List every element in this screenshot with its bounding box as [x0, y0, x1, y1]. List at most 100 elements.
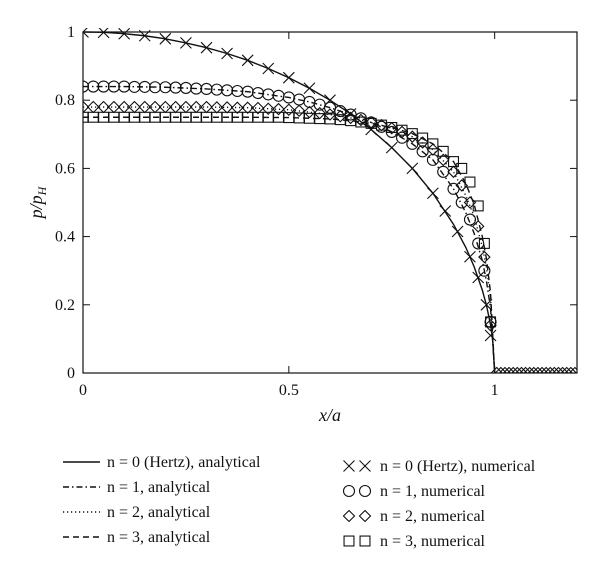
legend-marker	[342, 484, 356, 498]
data-point	[417, 132, 429, 144]
legend-item: n = 3, numerical	[343, 533, 486, 550]
data-point	[83, 80, 90, 93]
series-6	[83, 100, 577, 373]
x-tick-label: 0.5	[279, 382, 299, 399]
legend-label: n = 0 (Hertz), analytical	[107, 454, 261, 471]
series-line	[83, 116, 496, 373]
legend-item: n = 1, analytical	[63, 479, 211, 496]
data-point	[313, 106, 326, 120]
data-point	[471, 220, 485, 233]
data-point	[292, 104, 306, 118]
legend-marker	[343, 460, 355, 472]
legend: n = 0 (Hertz), analytical n = 1, analytic…	[63, 454, 536, 550]
data-point	[464, 250, 476, 263]
legend-marker	[342, 509, 356, 523]
data-point	[148, 81, 162, 94]
data-point	[323, 108, 337, 121]
data-point	[472, 237, 485, 250]
legend-marker	[359, 535, 371, 547]
data-point	[282, 103, 296, 117]
data-point	[427, 187, 439, 200]
y-tick-label: 0.2	[55, 297, 75, 314]
data-point	[463, 213, 477, 226]
data-point	[490, 366, 504, 373]
data-point	[107, 100, 121, 114]
data-point	[560, 366, 573, 373]
data-point	[221, 84, 234, 97]
data-point	[200, 41, 213, 54]
data-point	[303, 82, 316, 95]
legend-item: n = 3, analytical	[63, 529, 211, 546]
legend-label: n = 3, numerical	[380, 533, 486, 550]
data-point	[494, 366, 508, 373]
data-point	[485, 316, 497, 328]
legend-marker	[343, 535, 355, 547]
series-line	[83, 85, 496, 373]
data-point	[556, 366, 569, 373]
data-point	[179, 81, 192, 94]
data-point	[447, 165, 460, 179]
data-point	[484, 318, 497, 332]
data-point	[180, 37, 192, 49]
data-point	[478, 264, 491, 277]
data-point	[523, 366, 536, 373]
data-point	[484, 329, 497, 342]
legend-item: n = 2, numerical	[342, 508, 486, 525]
data-point	[464, 176, 476, 188]
x-tick-label: 0	[79, 382, 87, 399]
data-point	[515, 366, 528, 373]
y-tick-label: 0.6	[55, 160, 75, 177]
data-point	[118, 80, 131, 93]
data-point	[506, 366, 520, 373]
data-point	[210, 83, 223, 96]
legend-item: n = 2, analytical	[63, 504, 211, 521]
data-point	[159, 32, 172, 45]
plot-series	[83, 28, 577, 373]
data-point	[231, 84, 244, 98]
data-point	[552, 366, 565, 373]
data-point	[472, 200, 484, 212]
data-point	[241, 101, 254, 114]
data-point	[169, 81, 182, 94]
data-point	[456, 162, 468, 174]
axes: 0 0.2 0.4 0.6 0.8 1 0 0.5 1 x/a p/pH	[26, 24, 578, 425]
data-point	[179, 100, 193, 114]
data-point	[539, 366, 553, 373]
data-point	[354, 113, 368, 127]
data-point	[385, 121, 399, 135]
data-point	[511, 366, 524, 373]
data-point	[83, 100, 90, 114]
data-point	[416, 136, 429, 149]
legend-item: n = 0 (Hertz), numerical	[343, 458, 536, 475]
y-tick-label: 0	[67, 365, 75, 382]
x-tick-label: 1	[491, 382, 499, 399]
series-2	[83, 106, 496, 373]
data-point	[519, 366, 532, 373]
data-point	[478, 237, 490, 249]
y-tick-label: 0.8	[55, 92, 75, 109]
series-1	[83, 85, 496, 373]
data-point	[451, 225, 464, 238]
legend-label: n = 1, analytical	[107, 479, 211, 496]
legend-marker	[359, 460, 371, 472]
data-point	[480, 298, 493, 311]
plot-frame	[82, 31, 578, 374]
data-point	[221, 47, 233, 60]
data-point	[83, 28, 89, 38]
data-point	[564, 366, 577, 373]
series-line	[83, 106, 496, 373]
data-point	[138, 80, 151, 93]
data-point	[498, 366, 512, 373]
data-point	[455, 196, 468, 209]
data-point	[395, 125, 409, 139]
series-0	[83, 31, 496, 373]
data-point	[375, 118, 388, 132]
data-point	[447, 156, 459, 168]
data-point	[531, 366, 545, 373]
data-point	[138, 29, 151, 42]
legend-item: n = 1, numerical	[342, 483, 486, 500]
legend-marker	[358, 484, 372, 498]
data-point	[87, 80, 100, 93]
data-point	[210, 101, 224, 114]
